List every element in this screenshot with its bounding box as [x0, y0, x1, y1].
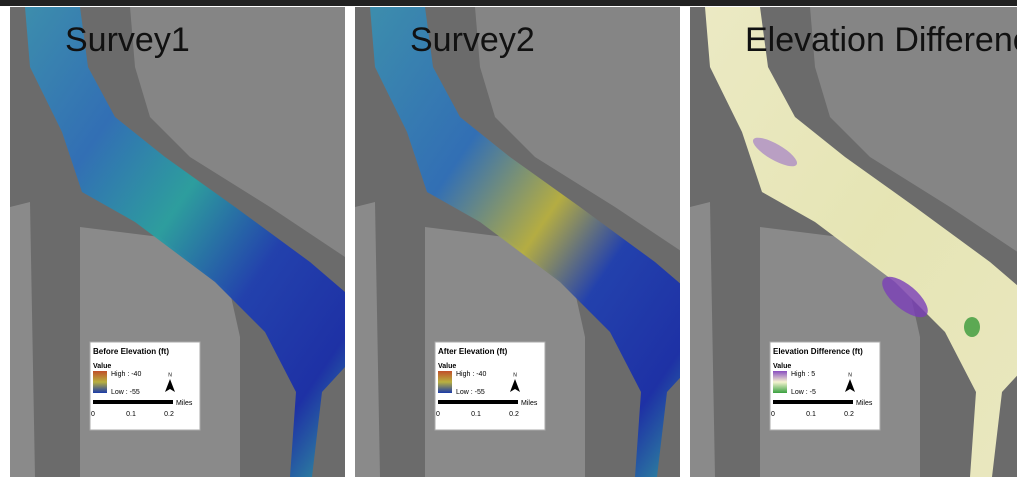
north-label: N [513, 372, 517, 378]
panel-title: Survey2 [410, 21, 535, 59]
map-panel: Elevation Difference Elevation Difference… [690, 7, 1017, 477]
top-border [0, 0, 1017, 6]
scale-units: Miles [176, 400, 193, 407]
legend-title: Before Elevation (ft) [93, 347, 169, 356]
scale-label: 0.1 [471, 411, 481, 418]
legend-ramp [93, 371, 107, 393]
scale-label: 0.2 [509, 411, 519, 418]
legend-title: Elevation Difference (ft) [773, 347, 863, 356]
legend-ramp [773, 371, 787, 393]
scale-label: 0 [91, 411, 95, 418]
legend-title: After Elevation (ft) [438, 347, 508, 356]
north-label: N [168, 372, 172, 378]
panel-title: Elevation Difference [745, 21, 1017, 59]
legend-high: High : -40 [456, 371, 486, 378]
scale-bar [438, 400, 518, 404]
north-label: N [848, 372, 852, 378]
legend-value: Value [93, 363, 111, 370]
scale-label: 0.2 [164, 411, 174, 418]
scale-label: 0.1 [126, 411, 136, 418]
legend-low: Low : -55 [456, 389, 485, 396]
legend-high: High : 5 [791, 371, 815, 378]
legend-value: Value [773, 363, 791, 370]
scale-bar [93, 400, 173, 404]
scale-units: Miles [856, 400, 873, 407]
panel-title: Survey1 [65, 21, 190, 59]
page: Survey1Before Elevation (ft)ValueHigh : … [0, 0, 1017, 478]
scale-units: Miles [521, 400, 538, 407]
legend-low: Low : -5 [791, 389, 816, 396]
legend-high: High : -40 [111, 371, 141, 378]
scale-label: 0 [771, 411, 775, 418]
scale-label: 0.1 [806, 411, 816, 418]
scale-label: 0.2 [844, 411, 854, 418]
legend-ramp [438, 371, 452, 393]
legend-value: Value [438, 363, 456, 370]
difference-low [964, 317, 980, 337]
scale-label: 0 [436, 411, 440, 418]
scale-bar [773, 400, 853, 404]
legend-low: Low : -55 [111, 389, 140, 396]
